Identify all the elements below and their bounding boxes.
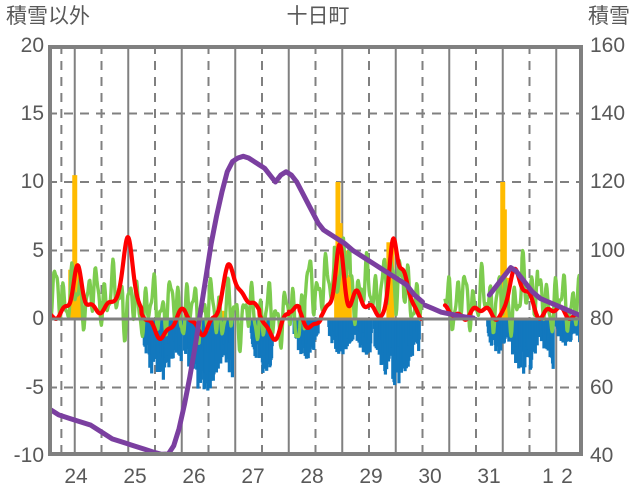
y-axis-tick-left-0: 0 [32,307,44,330]
y-axis-tick-right-160: 160 [590,34,626,57]
y-axis-tick-right-140: 140 [590,102,626,125]
x-axis-tick-24: 24 [64,465,88,488]
x-axis-tick-30: 30 [418,465,442,488]
x-axis-tick-28: 28 [300,465,324,488]
x-axis-tick-1: 1 [542,465,554,488]
x-axis-tick-31: 31 [477,465,501,488]
y-axis-tick-left-m5: -5 [25,376,44,399]
x-axis-tick-26: 26 [182,465,206,488]
y-axis-tick-left-20: 20 [20,34,44,57]
y-axis-tick-left-15: 15 [20,102,44,125]
x-axis-tick-29: 29 [359,465,383,488]
x-axis-tick-25: 25 [123,465,147,488]
y-axis-tick-left-5: 5 [32,239,44,262]
y-axis-tick-right-40: 40 [590,444,614,467]
chart-svg [48,45,583,456]
y-axis-tick-left-10: 10 [20,170,44,193]
plot-area [48,45,583,456]
x-axis-tick-2: 2 [561,465,573,488]
left-axis-title: 積雪以外 [6,5,90,28]
y-axis-tick-right-60: 60 [590,376,614,399]
x-axis-tick-27: 27 [241,465,265,488]
chart-title: 十日町 [286,5,350,28]
y-axis-tick-right-80: 80 [590,307,614,330]
y-axis-tick-right-100: 100 [590,239,626,262]
y-axis-tick-left-m10: -10 [13,444,44,467]
right-axis-title: 積雪 [588,5,630,28]
y-axis-tick-right-120: 120 [590,170,626,193]
